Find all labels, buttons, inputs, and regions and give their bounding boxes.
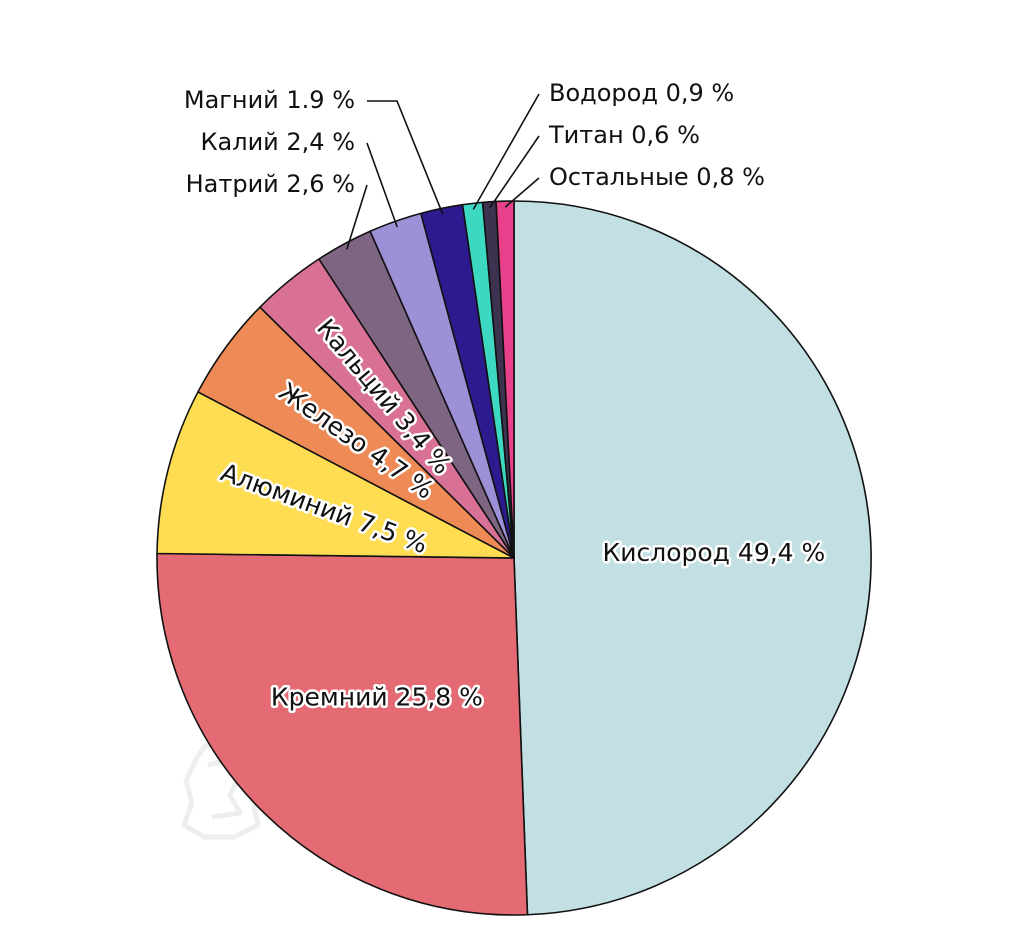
slice-label-1: Кислород 49,4 % [603, 538, 826, 567]
slice-label-7: Калий 2,4 % [200, 128, 355, 156]
pie-slice-11 [495, 200, 515, 559]
slice-label-8: Магний 1.9 % [184, 86, 355, 114]
leader-line-11 [504, 177, 540, 208]
pie-slice-2 [156, 552, 529, 916]
pie-slice-3 [156, 391, 515, 559]
slice-label-11: Остальные 0,8 % [549, 163, 765, 191]
leader-line-8 [367, 100, 444, 215]
leader-line-7 [366, 142, 398, 228]
leader-lines [346, 93, 540, 250]
slice-label-2: Кремний 25,8 % [271, 683, 483, 712]
pie-slice-1 [513, 200, 872, 916]
leader-line-6 [346, 184, 368, 250]
slice-label-10: Титан 0,6 % [548, 121, 700, 149]
slice-label-6: Натрий 2,6 % [186, 170, 355, 198]
leader-line-9 [472, 93, 540, 210]
pie-slices [156, 200, 872, 916]
leader-line-10 [489, 135, 540, 209]
slice-label-9: Водород 0,9 % [549, 79, 734, 107]
